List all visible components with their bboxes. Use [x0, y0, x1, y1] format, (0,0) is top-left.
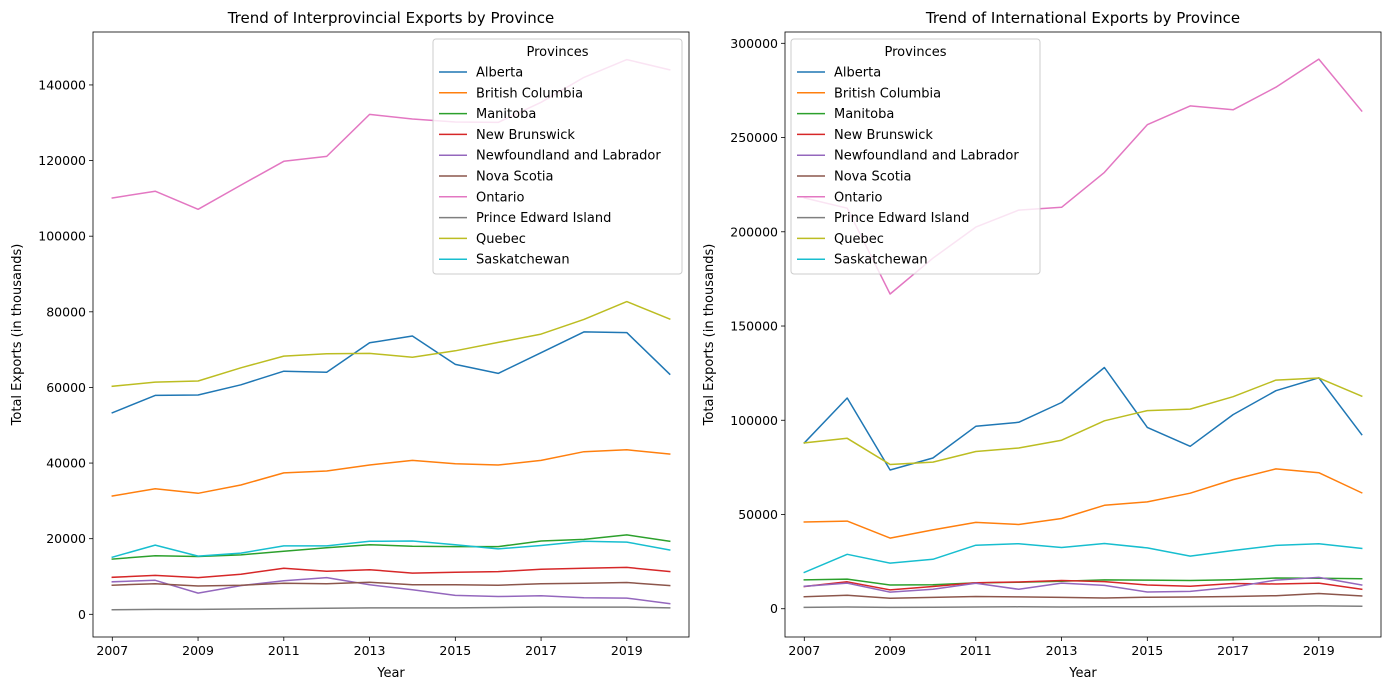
y-tick-label: 100000 [38, 229, 86, 244]
legend-entry-newfoundland-and-labrador: Newfoundland and Labrador [476, 149, 661, 164]
y-tick-label: 100000 [730, 413, 778, 428]
legend-entry-saskatchewan: Saskatchewan [834, 253, 928, 268]
axes-frame [784, 31, 1382, 638]
series-line-new-brunswick [803, 579, 1363, 591]
legend-entry-quebec: Quebec [476, 232, 526, 247]
legend-entry-manitoba: Manitoba [834, 107, 894, 122]
x-tick-label: 2017 [525, 643, 557, 658]
x-axis-label: Year [1068, 666, 1097, 681]
series-line-newfoundland-and-labrador [803, 576, 1363, 593]
y-tick-label: 200000 [730, 224, 778, 239]
legend-entry-manitoba: Manitoba [476, 107, 536, 122]
axes-frame [92, 31, 690, 638]
series-group [111, 58, 671, 611]
series-group [803, 58, 1363, 609]
y-tick-label: 40000 [46, 456, 86, 471]
y-tick-label: 150000 [730, 319, 778, 334]
series-line-prince-edward-island [111, 606, 671, 611]
x-tick-label: 2011 [960, 643, 992, 658]
legend-entry-alberta: Alberta [476, 66, 523, 81]
x-tick-label: 2019 [611, 643, 643, 658]
legend-entry-quebec: Quebec [834, 232, 884, 247]
y-axis-label: Total Exports (in thousands) [702, 244, 717, 427]
legend-entry-new-brunswick: New Brunswick [476, 128, 575, 143]
legend-entry-ontario: Ontario [834, 190, 882, 205]
x-tick-label: 2013 [354, 643, 386, 658]
chart-title: Trend of Interprovincial Exports by Prov… [227, 9, 555, 27]
y-tick-label: 140000 [38, 77, 86, 92]
y-tick-label: 50000 [738, 507, 778, 522]
y-tick-label: 120000 [38, 153, 86, 168]
series-line-new-brunswick [111, 566, 671, 579]
x-tick-label: 2011 [268, 643, 300, 658]
series-line-ontario [803, 58, 1363, 295]
x-axis-label: Year [376, 666, 405, 681]
series-line-alberta [803, 366, 1363, 471]
series-line-nova-scotia [803, 592, 1363, 599]
series-line-newfoundland-and-labrador [111, 576, 671, 605]
series-line-saskatchewan [111, 540, 671, 559]
legend-entry-nova-scotia: Nova Scotia [834, 170, 912, 185]
y-tick-label: 300000 [730, 36, 778, 51]
x-tick-label: 2007 [96, 643, 128, 658]
legend-entry-prince-edward-island: Prince Edward Island [834, 211, 969, 226]
chart-2: Trend of International Exports by Provin… [702, 9, 1382, 681]
legend-entry-new-brunswick: New Brunswick [834, 128, 933, 143]
legend-box [432, 38, 683, 275]
y-tick-label: 60000 [46, 380, 86, 395]
x-tick-label: 2015 [439, 643, 471, 658]
x-tick-label: 2009 [182, 643, 214, 658]
legend-box [790, 38, 1041, 275]
y-tick-label: 250000 [730, 130, 778, 145]
y-tick-label: 0 [78, 607, 86, 622]
legend-entry-newfoundland-and-labrador: Newfoundland and Labrador [834, 149, 1019, 164]
y-axis-label: Total Exports (in thousands) [10, 244, 25, 427]
legend-title: Provinces [526, 45, 588, 60]
series-line-saskatchewan [803, 542, 1363, 574]
series-line-quebec [803, 377, 1363, 466]
chart-title: Trend of International Exports by Provin… [925, 9, 1240, 27]
x-tick-label: 2015 [1131, 643, 1163, 658]
legend-entry-british-columbia: British Columbia [476, 86, 583, 101]
series-line-nova-scotia [111, 581, 671, 587]
legend-entry-prince-edward-island: Prince Edward Island [476, 211, 611, 226]
y-tick-label: 0 [770, 601, 778, 616]
series-line-british-columbia [111, 449, 671, 497]
legend-entry-saskatchewan: Saskatchewan [476, 253, 570, 268]
x-tick-label: 2007 [788, 643, 820, 658]
series-line-quebec [111, 300, 671, 388]
y-tick-label: 20000 [46, 531, 86, 546]
series-line-alberta [111, 331, 671, 414]
x-tick-label: 2019 [1303, 643, 1335, 658]
series-line-prince-edward-island [803, 605, 1363, 609]
y-tick-label: 80000 [46, 304, 86, 319]
x-tick-label: 2013 [1046, 643, 1078, 658]
chart-1: Trend of Interprovincial Exports by Prov… [10, 9, 690, 681]
legend-entry-nova-scotia: Nova Scotia [476, 170, 554, 185]
legend-entry-alberta: Alberta [834, 66, 881, 81]
legend-title: Provinces [884, 45, 946, 60]
x-tick-label: 2017 [1217, 643, 1249, 658]
legend-entry-ontario: Ontario [476, 190, 524, 205]
legend-entry-british-columbia: British Columbia [834, 86, 941, 101]
series-line-british-columbia [803, 468, 1363, 539]
x-tick-label: 2009 [874, 643, 906, 658]
